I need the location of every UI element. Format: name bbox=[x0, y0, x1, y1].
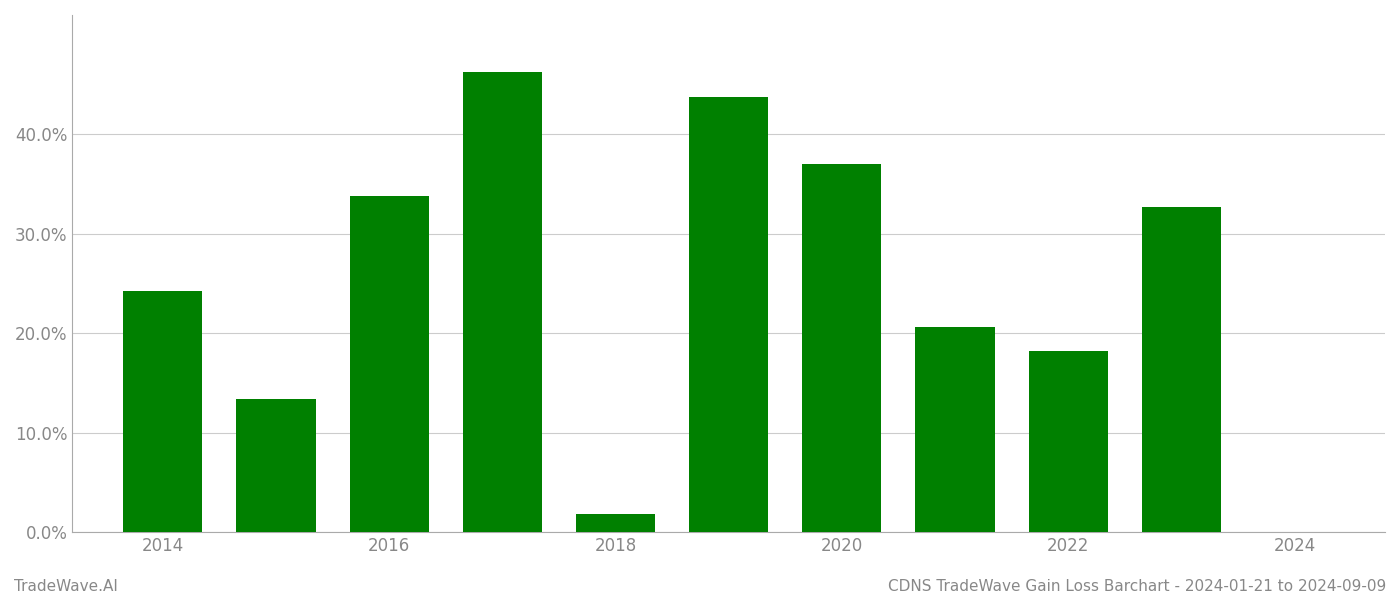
Text: TradeWave.AI: TradeWave.AI bbox=[14, 579, 118, 594]
Bar bbox=[237, 399, 315, 532]
Bar bbox=[916, 327, 994, 532]
Bar bbox=[350, 196, 428, 532]
Bar bbox=[689, 97, 769, 532]
Bar bbox=[1029, 351, 1107, 532]
Bar bbox=[575, 514, 655, 532]
Text: CDNS TradeWave Gain Loss Barchart - 2024-01-21 to 2024-09-09: CDNS TradeWave Gain Loss Barchart - 2024… bbox=[888, 579, 1386, 594]
Bar bbox=[1142, 207, 1221, 532]
Bar bbox=[802, 164, 882, 532]
Bar bbox=[123, 292, 203, 532]
Bar bbox=[463, 71, 542, 532]
